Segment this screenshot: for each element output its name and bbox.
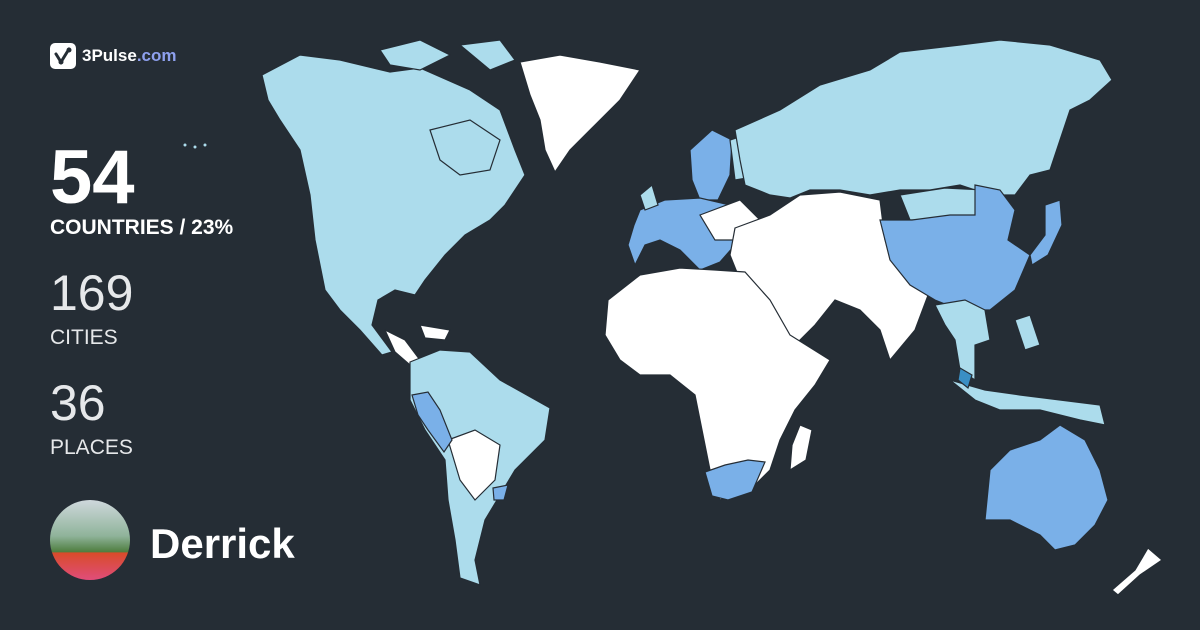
canada-islands <box>379 39 516 71</box>
new-zealand[interactable] <box>1111 547 1163 596</box>
south-africa <box>704 459 766 501</box>
north-america[interactable] <box>261 54 526 356</box>
avatar[interactable] <box>50 500 130 580</box>
cities-count: 169 <box>50 265 134 321</box>
brand-name: 3Pulse.com <box>82 46 177 65</box>
countries-label: COUNTRIES / 23% <box>50 216 234 239</box>
places-label: PLACES <box>50 436 133 459</box>
aleutian-islands <box>183 143 207 149</box>
cities-label: CITIES <box>50 326 118 349</box>
places-count: 36 <box>50 375 106 431</box>
africa[interactable] <box>604 267 831 501</box>
south-america[interactable] <box>409 349 551 586</box>
countries-count: 54 <box>50 135 135 220</box>
asia[interactable] <box>729 184 1106 426</box>
china <box>879 184 1031 311</box>
peru <box>411 391 453 454</box>
user-name: Derrick <box>150 520 295 567</box>
madagascar <box>789 424 813 472</box>
greenland[interactable] <box>519 54 641 174</box>
uruguay <box>492 484 509 501</box>
brand-logo[interactable]: 3Pulse.com <box>50 43 177 69</box>
russia[interactable] <box>734 39 1113 199</box>
australia[interactable] <box>984 424 1109 551</box>
scandinavia <box>689 129 733 201</box>
pulse-logo-icon <box>50 43 76 69</box>
japan <box>1029 199 1063 266</box>
